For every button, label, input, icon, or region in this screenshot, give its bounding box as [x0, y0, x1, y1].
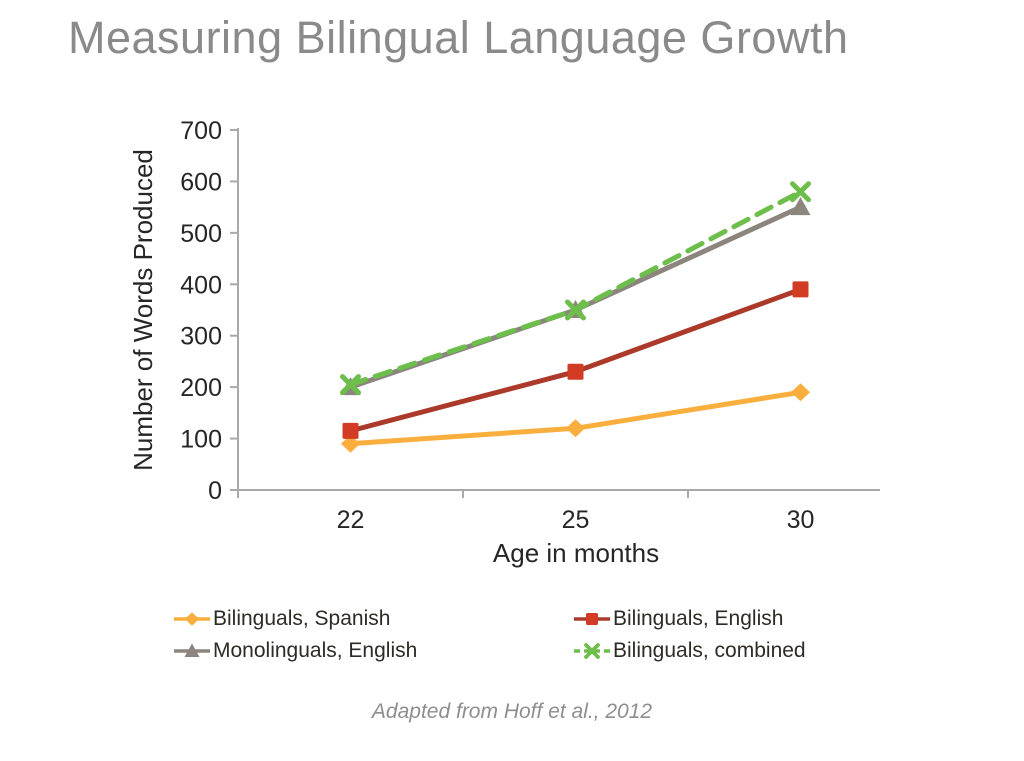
x-axis-title: Age in months — [493, 538, 659, 568]
square-marker — [586, 613, 598, 625]
x-marker-icon — [574, 643, 610, 659]
y-tick-label: 200 — [180, 374, 222, 402]
legend-label: Bilinguals, Spanish — [213, 607, 391, 630]
diamond-marker-icon — [174, 612, 210, 626]
diamond-marker — [341, 434, 360, 453]
legend-column-2: Bilinguals, English Bilinguals, combined — [572, 603, 806, 667]
x-marker — [340, 374, 361, 396]
triangle-marker — [790, 197, 811, 216]
x-marker — [790, 181, 811, 203]
square-marker — [567, 363, 584, 380]
x-marker — [584, 643, 600, 659]
x-tick-label: 30 — [787, 506, 815, 534]
legend-item: Monolinguals, English — [172, 635, 417, 667]
legend-item: Bilinguals, English — [572, 603, 806, 635]
triangle-marker-icon — [174, 643, 210, 657]
legend-label: Bilinguals, English — [613, 607, 784, 630]
diamond-marker — [184, 612, 200, 626]
chart-legend: Bilinguals, Spanish Monolinguals, English… — [0, 603, 1024, 673]
square-marker — [342, 422, 359, 439]
triangle-marker — [184, 643, 200, 657]
y-axis-title: Number of Words Produced — [128, 149, 158, 471]
x-tick-label: 25 — [562, 506, 590, 534]
y-tick-label: 600 — [180, 168, 222, 196]
y-tick-label: 300 — [180, 323, 222, 351]
legend-column-1: Bilinguals, Spanish Monolinguals, English — [172, 603, 417, 667]
y-tick-label: 0 — [208, 477, 222, 505]
diamond-marker — [566, 419, 585, 438]
square-marker — [792, 281, 809, 298]
series-bilinguals-combined — [340, 181, 811, 396]
x-tick-label: 22 — [337, 506, 365, 534]
legend-label: Monolinguals, English — [213, 639, 418, 662]
y-tick-label: 400 — [180, 271, 222, 299]
x-marker — [565, 299, 586, 321]
legend-item: Bilinguals, Spanish — [172, 603, 417, 635]
slide-title: Measuring Bilingual Language Growth — [68, 12, 849, 63]
y-tick-label: 500 — [180, 220, 222, 248]
square-marker-icon — [574, 613, 610, 625]
y-tick-label: 700 — [180, 117, 222, 145]
legend-label: Bilinguals, combined — [613, 639, 806, 662]
axes: 0 100 200 300 400 500 600 700 22 25 30 — [180, 117, 880, 534]
legend-item: Bilinguals, combined — [572, 635, 806, 667]
y-tick-label: 100 — [180, 426, 222, 454]
line-chart: 0 100 200 300 400 500 600 700 22 25 30 Age in month… — [128, 117, 880, 568]
series-bilinguals-english — [342, 281, 809, 439]
diamond-marker — [791, 383, 810, 402]
source-caption: Adapted from Hoff et al., 2012 — [371, 700, 653, 723]
series-bilinguals-spanish — [341, 383, 810, 453]
